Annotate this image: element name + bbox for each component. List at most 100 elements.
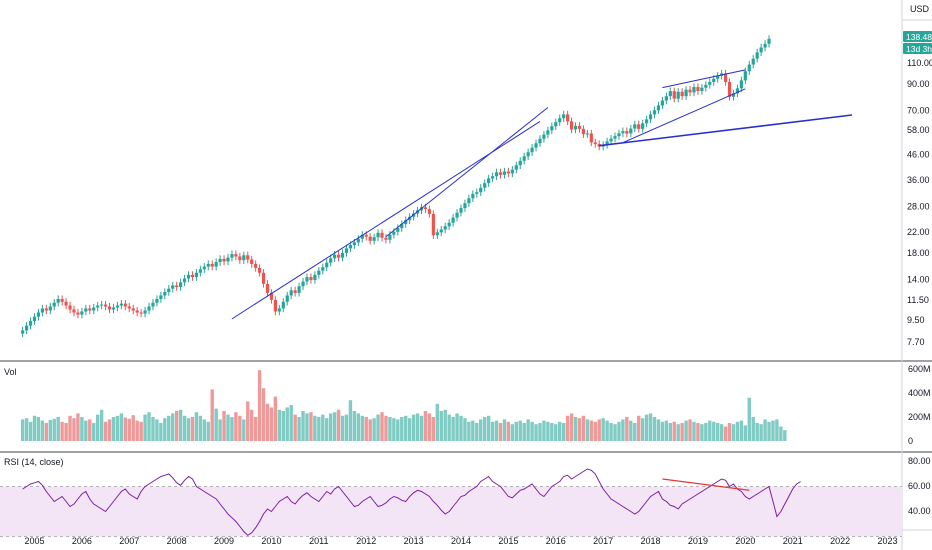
volume-bar [759,424,763,441]
candle-body [40,308,44,313]
volume-bar [68,415,72,441]
candle-body [558,118,562,123]
candle-body [498,172,503,175]
volume-bar [423,411,428,441]
volume-bar [289,405,293,441]
trendline[interactable] [385,107,549,238]
volume-bar [585,419,590,441]
candle-body [423,207,428,210]
price-tick: 9.50 [907,315,925,325]
volume-bar [392,418,396,441]
candle-body [289,290,293,296]
volume-bar [439,411,443,441]
candle-body [333,254,337,259]
candle-body [167,288,171,293]
volume-bar [317,417,321,441]
volume-bar [755,423,759,441]
volume-bar [186,418,191,441]
candle-body [309,277,313,281]
trendlines-layer [231,69,853,320]
time-tick: 2019 [688,536,708,546]
candle-body [277,308,281,312]
volume-bar [554,424,558,441]
volume-bar [407,418,412,441]
time-tick: 2020 [735,536,755,546]
volume-bar [273,396,278,441]
candle-body [159,295,163,300]
candle-body [621,131,625,134]
candle-body [388,234,392,240]
candle-body [684,89,688,97]
candle-body [656,105,661,111]
candle-body [119,303,123,306]
candle-body [554,122,558,127]
candle-body [538,138,542,144]
candle-body [135,310,139,313]
candle-body [526,152,530,157]
candle-body [36,312,41,317]
candle-body [84,308,88,312]
candle-body [103,304,108,307]
volume-bar [60,421,64,441]
candle-body [581,128,586,135]
volume-bar [210,389,214,441]
volume-bar [506,421,511,441]
candle-body [396,228,400,232]
candle-body [605,141,609,145]
volume-bar [234,412,238,441]
price-axis[interactable]: 7.70 9.50 11.50 14.00 18.00 22.00 28.00 36.00 46… [907,58,932,347]
candle-body [648,114,653,120]
trendline[interactable] [599,114,853,147]
volume-bar [530,421,534,441]
volume-bar [226,414,230,441]
trendline[interactable] [622,88,746,144]
volume-bar [419,415,424,441]
candle-body [210,263,214,267]
time-axis[interactable]: 2005 2006 2007 2008 2009 2010 2011 2012 2013 2014… [24,536,897,546]
volume-bar [332,412,337,441]
rsi-line [22,468,801,536]
volume-bar [498,423,503,441]
trendline[interactable] [662,69,746,89]
volume-bar [151,417,155,441]
candle-body [48,306,52,311]
time-tick: 2009 [214,536,234,546]
volume-bar [32,415,37,441]
candle-body [325,262,329,268]
volume-bar [123,417,128,441]
price-tick: 90.00 [907,79,930,89]
volume-bar [230,417,234,441]
volume-bar [135,420,139,441]
price-tick: 14.00 [907,274,930,284]
volume-bar [253,417,258,441]
price-tick: 7.70 [907,337,925,347]
volume-bar [396,419,400,441]
volume-bar [712,421,716,441]
candle-body [269,292,274,300]
candle-body [218,258,222,263]
volume-bar [451,417,455,441]
candle-body [731,93,736,97]
price-pane[interactable] [0,0,902,360]
volume-bar [723,426,728,441]
candle-body [96,305,100,308]
candle-body [88,308,92,311]
volume-bar [198,415,203,441]
volume-bar [174,411,179,441]
volume-bar [502,419,507,441]
volume-bar [127,418,131,441]
volume-bar [242,419,246,441]
candle-body [182,278,187,283]
candle-body [755,52,759,59]
volume-bar [194,412,199,441]
volume-bar [40,420,45,441]
volume-bar [479,419,483,441]
candle-body [313,274,317,281]
candle-body [242,255,246,261]
volume-bar [443,409,447,441]
volume-bars-layer [20,370,787,441]
last-price-value: 138.48 [906,32,932,42]
candle-body [80,311,84,315]
volume-bar [427,413,432,441]
